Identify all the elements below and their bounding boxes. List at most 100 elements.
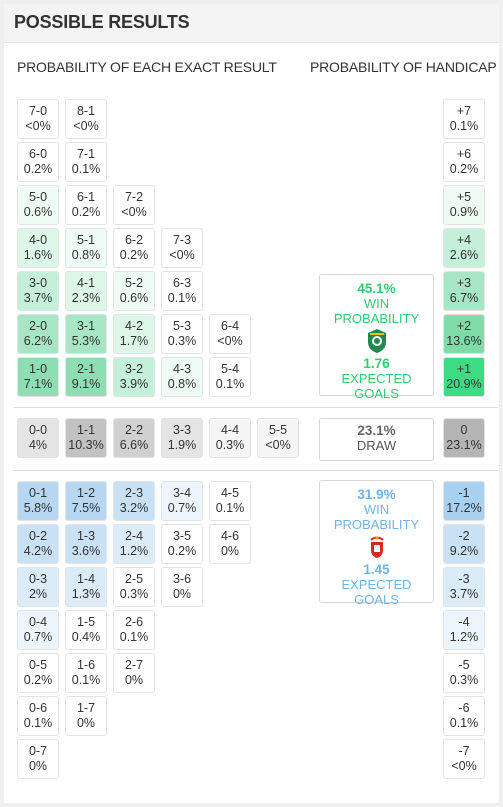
probability-value: 0.3% [167, 334, 197, 348]
probability-value: 0.1% [215, 501, 245, 515]
panel-header: POSSIBLE RESULTS [4, 4, 499, 43]
score-cell: 3-3 1.9% [161, 418, 203, 458]
probability-value: 2.6% [449, 248, 479, 262]
score-cell: 0-1 5.8% [17, 481, 59, 521]
probability-value: 0% [220, 544, 240, 558]
probability-value: 0.1% [71, 673, 101, 687]
score-cell: 0-2 4.2% [17, 524, 59, 564]
probability-value: 0% [124, 673, 144, 687]
score-cell: 1-4 1.3% [65, 567, 107, 607]
benfica-crest-icon [369, 536, 384, 558]
score-label: 2-7 [124, 658, 144, 672]
score-label: +5 [456, 190, 472, 204]
probability-value: 0.3% [449, 673, 479, 687]
score-cell: 1-0 7.1% [17, 357, 59, 397]
score-label: 3-1 [76, 319, 96, 333]
score-cell: 1-5 0.4% [65, 610, 107, 650]
score-label: 4-0 [28, 233, 48, 247]
score-cell: 0-0 4% [17, 418, 59, 458]
score-cell: 0-5 0.2% [17, 653, 59, 693]
probability-value: 5.8% [23, 501, 53, 515]
score-label: 0-6 [28, 701, 48, 715]
probability-value: 6.6% [119, 438, 149, 452]
probability-value: 0.1% [449, 716, 479, 730]
score-cell: 3-4 0.7% [161, 481, 203, 521]
score-cell: 0-7 0% [17, 739, 59, 779]
page-title: POSSIBLE RESULTS [14, 12, 190, 32]
probability-value: 0.2% [71, 205, 101, 219]
score-label: 5-4 [220, 362, 240, 376]
draw-summary: 23.1% DRAW [319, 418, 434, 461]
score-label: 7-1 [76, 147, 96, 161]
handicap-heading: PROBABILITY OF HANDICAP [310, 59, 497, 75]
score-label: 6-3 [172, 276, 192, 290]
score-cell: 1-6 0.1% [65, 653, 107, 693]
score-cell: 2-1 9.1% [65, 357, 107, 397]
score-cell: 2-3 3.2% [113, 481, 155, 521]
score-cell: 4-6 0% [209, 524, 251, 564]
score-label: -5 [458, 658, 470, 672]
probability-value: 3.2% [119, 501, 149, 515]
probability-value: 0.2% [23, 673, 53, 687]
score-label: -7 [458, 744, 470, 758]
score-cell: 4-2 1.7% [113, 314, 155, 354]
probability-value: 0.2% [23, 162, 53, 176]
score-cell: 4-5 0.1% [209, 481, 251, 521]
draw-probability: 23.1% [357, 423, 396, 438]
probability-value: 3.7% [449, 587, 479, 601]
score-cell: 2-0 6.2% [17, 314, 59, 354]
score-label: 5-5 [268, 423, 288, 437]
score-label: 3-2 [124, 362, 144, 376]
score-label: 2-1 [76, 362, 96, 376]
away-expected-goals-label: EXPECTED GOALS [341, 577, 412, 607]
probability-value: 3.7% [23, 291, 53, 305]
score-label: 0-4 [28, 615, 48, 629]
probability-value: 0.1% [215, 377, 245, 391]
score-cell: 5-2 0.6% [113, 271, 155, 311]
handicap-cell: +2 13.6% [443, 314, 485, 354]
handicap-cell: -6 0.1% [443, 696, 485, 736]
score-label: 2-4 [124, 529, 144, 543]
draw-label: DRAW [356, 438, 397, 453]
score-cell: 0-3 2% [17, 567, 59, 607]
score-label: +1 [456, 362, 472, 376]
away-win-label: WIN PROBABILITY [333, 502, 420, 532]
probability-value: 0.7% [23, 630, 53, 644]
score-cell: 3-6 0% [161, 567, 203, 607]
probability-value: 0% [28, 759, 48, 773]
probability-value: 0.3% [215, 438, 245, 452]
score-label: 4-2 [124, 319, 144, 333]
handicap-cell: +4 2.6% [443, 228, 485, 268]
divider [14, 407, 498, 408]
probability-value: 1.2% [449, 630, 479, 644]
probability-value: 9.1% [71, 377, 101, 391]
score-label: 8-1 [76, 104, 96, 118]
score-cell: 5-1 0.8% [65, 228, 107, 268]
score-label: 1-0 [28, 362, 48, 376]
probability-value: 1.6% [23, 248, 53, 262]
score-label: 3-3 [172, 423, 192, 437]
score-label: +6 [456, 147, 472, 161]
probability-value: 0.2% [119, 248, 149, 262]
probability-value: 7.1% [23, 377, 53, 391]
probability-value: 3.6% [71, 544, 101, 558]
score-label: 6-0 [28, 147, 48, 161]
probability-value: <0% [25, 119, 51, 133]
probability-value: 0.2% [167, 544, 197, 558]
handicap-cell: -4 1.2% [443, 610, 485, 650]
probability-value: 7.5% [71, 501, 101, 515]
score-cell: 2-5 0.3% [113, 567, 155, 607]
score-label: 1-3 [76, 529, 96, 543]
score-label: 4-4 [220, 423, 240, 437]
probability-value: 6.2% [23, 334, 53, 348]
score-label: -1 [458, 486, 470, 500]
score-label: 4-3 [172, 362, 192, 376]
probability-value: 4.2% [23, 544, 53, 558]
score-cell: 3-5 0.2% [161, 524, 203, 564]
possible-results-panel: POSSIBLE RESULTS PROBABILITY OF EACH EXA… [4, 4, 499, 803]
probability-value: <0% [169, 248, 195, 262]
score-label: 0-3 [28, 572, 48, 586]
score-label: 2-3 [124, 486, 144, 500]
score-cell: 6-2 0.2% [113, 228, 155, 268]
exact-result-heading: PROBABILITY OF EACH EXACT RESULT [17, 59, 277, 75]
